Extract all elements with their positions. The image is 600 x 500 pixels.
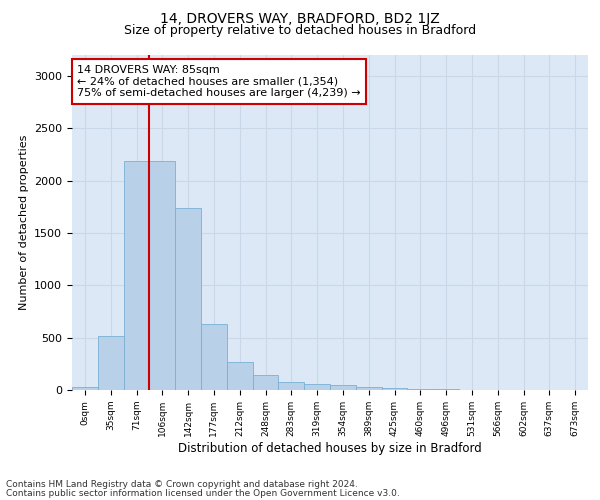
Bar [382,388,407,390]
Bar [278,382,304,390]
Bar [356,387,382,390]
Bar [304,384,330,390]
Bar [72,387,98,390]
Bar [149,160,175,390]
Bar [98,336,124,390]
Text: 14 DROVERS WAY: 85sqm
← 24% of detached houses are smaller (1,354)
75% of semi-d: 14 DROVERS WAY: 85sqm ← 24% of detached … [77,65,361,98]
Bar [330,386,356,390]
Bar [175,208,201,390]
X-axis label: Distribution of detached houses by size in Bradford: Distribution of detached houses by size … [178,442,482,454]
Bar [124,160,149,390]
Bar [201,324,227,390]
Text: Contains public sector information licensed under the Open Government Licence v3: Contains public sector information licen… [6,488,400,498]
Text: Size of property relative to detached houses in Bradford: Size of property relative to detached ho… [124,24,476,37]
Bar [227,362,253,390]
Bar [407,389,433,390]
Y-axis label: Number of detached properties: Number of detached properties [19,135,29,310]
Bar [253,375,278,390]
Text: Contains HM Land Registry data © Crown copyright and database right 2024.: Contains HM Land Registry data © Crown c… [6,480,358,489]
Text: 14, DROVERS WAY, BRADFORD, BD2 1JZ: 14, DROVERS WAY, BRADFORD, BD2 1JZ [160,12,440,26]
